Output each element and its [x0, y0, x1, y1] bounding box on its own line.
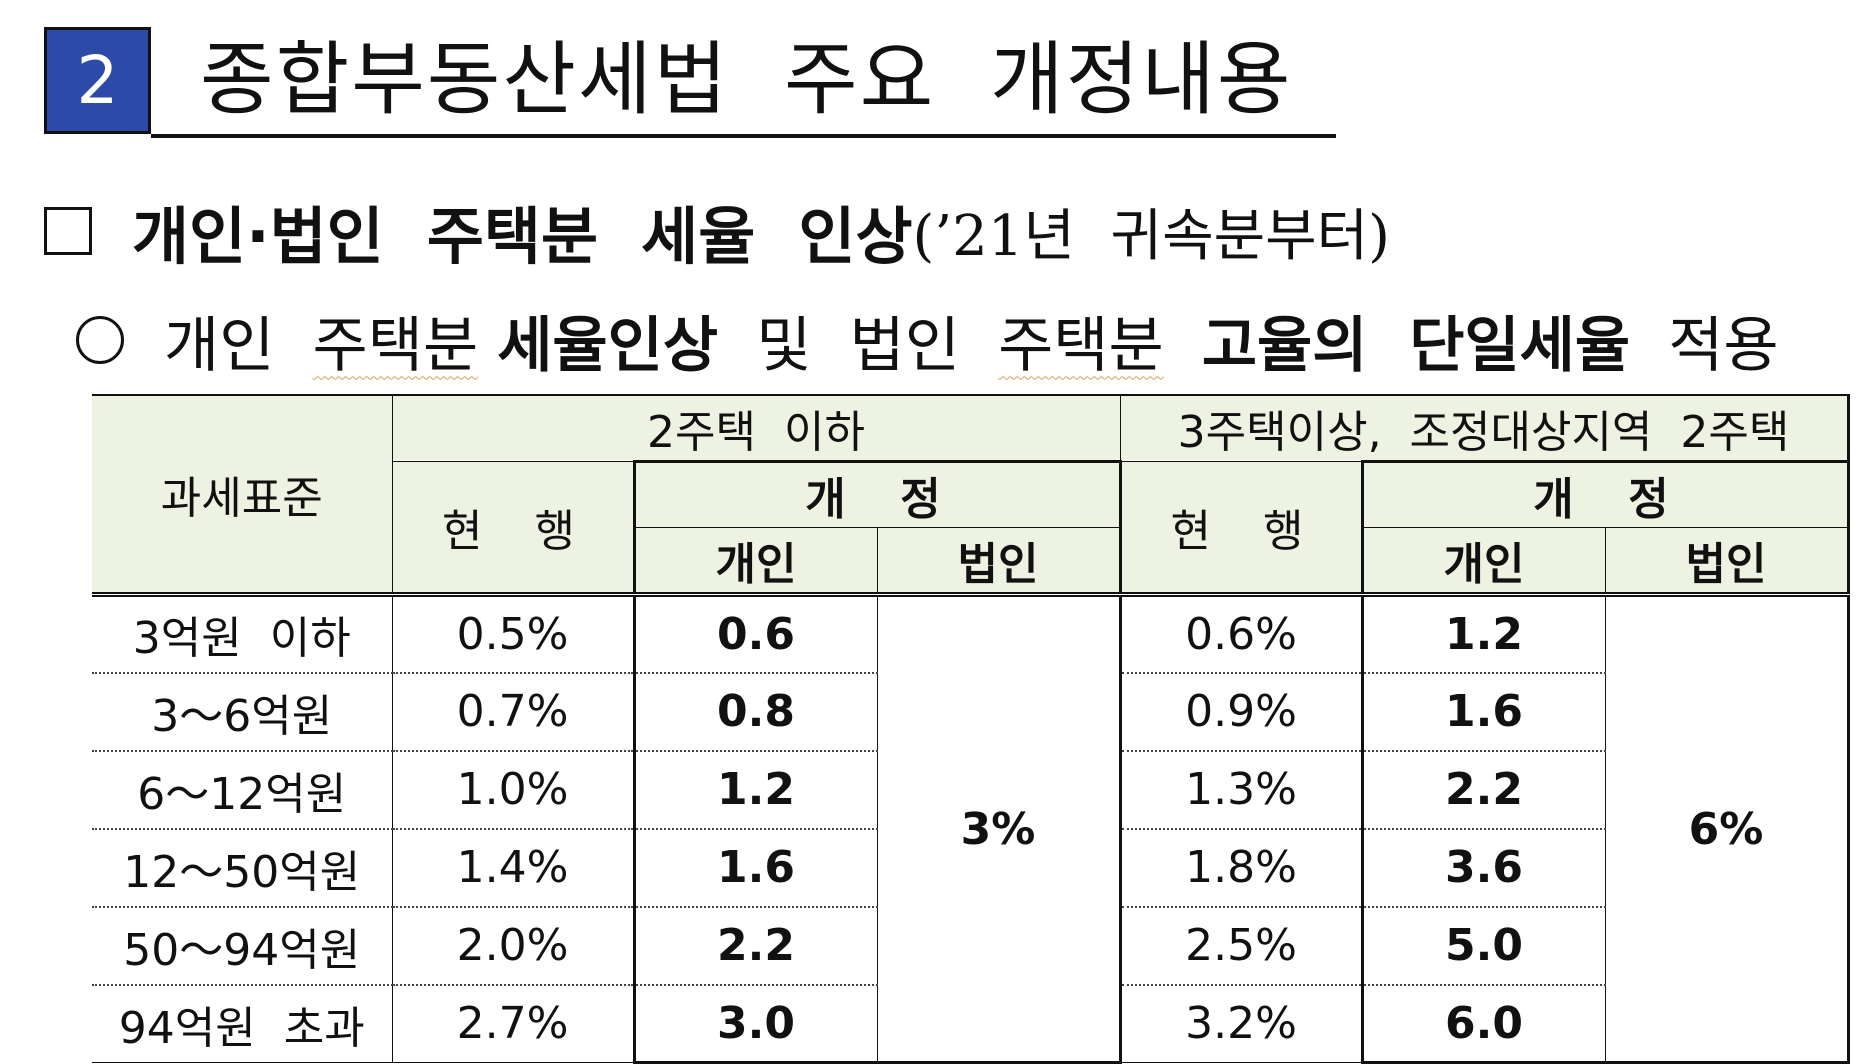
heading-suffix-text: (’21년 귀속분부터) — [912, 203, 1390, 269]
header-current-1: 현 행 — [391, 461, 634, 597]
cell-individual-rate-1: 1.2 — [632, 750, 877, 830]
cell-corporate-rate-2: 6% — [1604, 594, 1850, 1064]
table-row: 6～12억원 1.0% 1.2 1.3% 2.2 — [92, 750, 1848, 830]
subheading-text-2: 주택분 — [312, 310, 479, 381]
cell-current-rate-2: 2.5% — [1120, 906, 1362, 986]
cell-individual-rate-2: 6.0 — [1360, 984, 1605, 1064]
square-bullet-icon — [44, 207, 92, 255]
table-row: 12～50억원 1.4% 1.6 1.8% 3.6 — [92, 828, 1848, 908]
subheading-text-5: 및 법인 — [718, 310, 999, 381]
cell-current-rate-2: 3.2% — [1120, 984, 1362, 1063]
table-row: 94억원 초과 2.7% 3.0 3.2% 6.0 — [92, 984, 1848, 1064]
cell-individual-rate-1: 1.6 — [632, 828, 877, 908]
table-row: 50～94억원 2.0% 2.2 2.5% 5.0 — [92, 906, 1848, 986]
cell-individual-rate-1: 0.6 — [632, 594, 877, 674]
title-underline — [151, 134, 1336, 138]
header-current-2: 현 행 — [1120, 461, 1362, 597]
subheading-text-7 — [1164, 305, 1202, 375]
cell-individual-rate-1: 3.0 — [632, 984, 877, 1064]
cell-corporate-rate-1: 3% — [876, 594, 1122, 1064]
header-corporate-1: 법인 — [876, 527, 1122, 597]
cell-individual-rate-2: 5.0 — [1360, 906, 1605, 986]
heading-rate-increase: 개인·법인 주택분 세율 인상 (’21년 귀속분부터) — [44, 198, 1390, 273]
header-group-two-homes: 2주택 이하 — [391, 394, 1120, 462]
cell-current-rate-1: 0.7% — [391, 672, 634, 752]
cell-tax-base: 50～94억원 — [92, 906, 392, 986]
header-individual-2: 개인 — [1360, 527, 1605, 597]
subheading-text-6: 주택분 — [998, 310, 1164, 381]
header-corporate-2: 법인 — [1604, 527, 1850, 597]
cell-current-rate-2: 0.9% — [1120, 672, 1362, 752]
tax-rate-table: 과세표준 2주택 이하 3주택이상, 조정대상지역 2주택 현 행 개 정 현 … — [92, 394, 1850, 1064]
subheading-text-1: 개인 — [164, 310, 313, 381]
cell-tax-base: 3～6억원 — [92, 672, 392, 752]
table-row: 3～6억원 0.7% 0.8 0.9% 1.6 — [92, 672, 1848, 752]
cell-current-rate-1: 2.0% — [391, 906, 634, 986]
header-group-three-homes: 3주택이상, 조정대상지역 2주택 — [1119, 394, 1850, 462]
cell-tax-base: 6～12억원 — [92, 750, 392, 830]
cell-current-rate-1: 0.5% — [391, 594, 634, 674]
cell-individual-rate-1: 2.2 — [632, 906, 877, 986]
circle-bullet-icon — [76, 316, 124, 364]
subheading-text-3 — [478, 305, 497, 375]
cell-individual-rate-2: 3.6 — [1360, 828, 1605, 908]
cell-current-rate-1: 2.7% — [391, 984, 634, 1063]
cell-individual-rate-2: 2.2 — [1360, 750, 1605, 830]
header-individual-1: 개인 — [632, 527, 877, 597]
header-tax-base: 과세표준 — [92, 394, 392, 597]
cell-individual-rate-1: 0.8 — [632, 672, 877, 752]
subheading-text-8: 고율의 단일세율 — [1201, 310, 1631, 381]
cell-tax-base: 12～50억원 — [92, 828, 392, 908]
header-revised-1: 개 정 — [632, 460, 1122, 528]
cell-current-rate-2: 0.6% — [1120, 594, 1362, 674]
cell-current-rate-2: 1.8% — [1120, 828, 1362, 908]
cell-current-rate-1: 1.4% — [391, 828, 634, 908]
cell-current-rate-1: 1.0% — [391, 750, 634, 830]
table-row: 3억원 이하 0.5% 0.6 3% 0.6% 1.2 6% — [92, 594, 1850, 1064]
header-revised-2: 개 정 — [1360, 460, 1850, 528]
subheading-text-4: 세율인상 — [497, 310, 719, 381]
section-number-badge: 2 — [44, 27, 151, 134]
cell-tax-base: 3억원 이하 — [92, 594, 392, 674]
subheading-text-9: 적용 — [1630, 310, 1779, 381]
cell-individual-rate-2: 1.6 — [1360, 672, 1605, 752]
cell-current-rate-2: 1.3% — [1120, 750, 1362, 830]
heading-main-text: 개인·법인 주택분 세율 인상 — [132, 200, 913, 273]
page-title: 종합부동산세법 주요 개정내용 — [200, 33, 1293, 126]
cell-tax-base: 94억원 초과 — [92, 984, 392, 1063]
cell-individual-rate-2: 1.2 — [1360, 594, 1605, 674]
subheading-rate-detail: 개인 주택분 세율인상 및 법인 주택분 고율의 단일세율 적용 — [76, 305, 1779, 381]
